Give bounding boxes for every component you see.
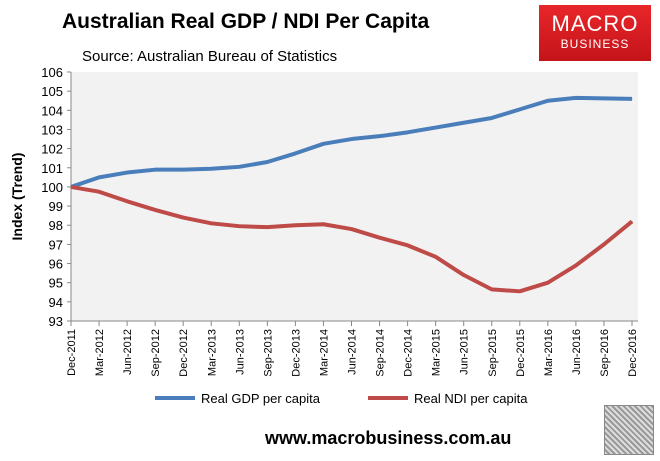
- data-point: [435, 127, 437, 129]
- data-point: [407, 244, 409, 246]
- y-tick-label: 95: [49, 276, 63, 291]
- data-point: [238, 225, 240, 227]
- data-point: [351, 228, 352, 230]
- data-point: [351, 138, 352, 140]
- x-tick-label: Mar-2014: [318, 329, 330, 376]
- x-tick-label: Mar-2016: [543, 329, 555, 376]
- plot-area: [71, 72, 638, 321]
- y-tick-label: 99: [49, 199, 63, 214]
- website-url: www.macrobusiness.com.au: [265, 428, 512, 448]
- legend-label: Real NDI per capita: [414, 391, 528, 406]
- data-point: [603, 243, 605, 245]
- y-tick-label: 98: [49, 218, 63, 233]
- data-point: [210, 168, 212, 170]
- data-point: [98, 176, 100, 178]
- y-tick-label: 105: [41, 84, 63, 99]
- data-point: [379, 135, 381, 137]
- x-tick-label: Mar-2012: [94, 329, 106, 376]
- x-tick-label: Mar-2015: [431, 329, 443, 376]
- data-point: [379, 237, 381, 239]
- y-tick-label: 103: [41, 122, 63, 137]
- data-point: [631, 98, 633, 100]
- data-point: [575, 97, 577, 99]
- y-tick-label: 94: [49, 295, 63, 310]
- data-point: [126, 200, 128, 202]
- x-tick-label: Dec-2016: [627, 329, 639, 377]
- x-tick-label: Jun-2012: [122, 329, 134, 375]
- data-point: [575, 264, 577, 266]
- data-point: [182, 217, 184, 219]
- data-point: [547, 282, 549, 284]
- y-tick-label: 93: [49, 314, 63, 329]
- data-point: [294, 224, 296, 226]
- x-tick-label: Dec-2011: [66, 329, 78, 376]
- data-point: [547, 100, 549, 102]
- x-tick-label: Dec-2013: [290, 329, 302, 377]
- data-point: [98, 191, 100, 193]
- x-tick-label: Dec-2014: [403, 329, 415, 377]
- y-tick-label: 100: [41, 180, 63, 195]
- x-tick-label: Sep-2012: [150, 329, 162, 377]
- y-tick-label: 104: [41, 103, 63, 118]
- data-point: [154, 209, 156, 211]
- x-tick-label: Sep-2016: [599, 329, 611, 377]
- wolf-logo-image: [604, 405, 654, 455]
- y-tick-label: 102: [41, 142, 63, 157]
- x-tick-label: Jun-2014: [347, 329, 359, 375]
- data-point: [182, 169, 184, 171]
- data-point: [126, 172, 128, 174]
- y-tick-label: 106: [41, 65, 63, 80]
- data-point: [266, 161, 268, 163]
- y-tick-label: 96: [49, 257, 63, 272]
- data-point: [631, 220, 633, 222]
- x-tick-label: Jun-2015: [459, 329, 471, 375]
- y-tick-label: 97: [49, 237, 63, 252]
- data-point: [463, 274, 465, 276]
- logo-line2: BUSINESS: [560, 37, 630, 51]
- data-point: [491, 288, 493, 290]
- data-point: [322, 223, 324, 225]
- data-point: [154, 169, 156, 171]
- data-point: [491, 117, 493, 119]
- x-tick-label: Jun-2016: [571, 329, 583, 375]
- y-tick-label: 101: [41, 161, 63, 176]
- x-tick-label: Dec-2015: [515, 329, 527, 377]
- data-point: [519, 108, 521, 110]
- data-point: [210, 222, 212, 224]
- data-point: [463, 122, 465, 124]
- x-tick-label: Mar-2013: [206, 329, 218, 376]
- x-tick-label: Sep-2013: [262, 329, 274, 377]
- data-point: [266, 226, 268, 228]
- legend-label: Real GDP per capita: [201, 391, 321, 406]
- data-point: [294, 152, 296, 154]
- y-axis-label: Index (Trend): [9, 153, 25, 241]
- x-tick-label: Dec-2012: [178, 329, 190, 377]
- data-point: [407, 131, 409, 133]
- chart-subtitle: Source: Australian Bureau of Statistics: [82, 48, 338, 65]
- data-point: [519, 290, 521, 292]
- x-tick-label: Jun-2013: [234, 329, 246, 375]
- data-point: [603, 97, 605, 99]
- chart-title: Australian Real GDP / NDI Per Capita: [62, 10, 430, 33]
- logo-line1: MACRO: [551, 11, 639, 36]
- data-point: [238, 166, 240, 168]
- data-point: [322, 143, 324, 145]
- data-point: [70, 186, 72, 188]
- data-point: [435, 256, 437, 258]
- macrobusiness-logo: MACRO BUSINESS: [539, 5, 651, 61]
- x-tick-label: Sep-2015: [487, 329, 499, 377]
- x-tick-label: Sep-2014: [375, 329, 387, 377]
